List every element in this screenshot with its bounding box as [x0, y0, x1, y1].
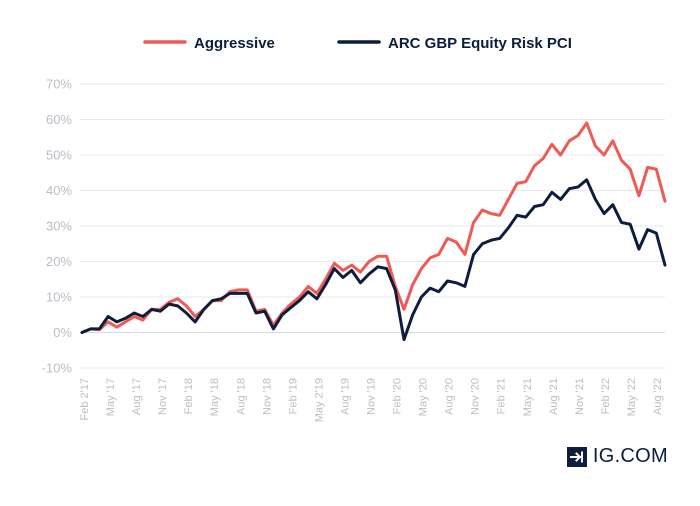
series-line-aggressive[interactable] — [80, 121, 667, 334]
series-line-arc[interactable] — [80, 178, 667, 342]
x-tick-label: Nov '20 — [470, 378, 482, 415]
x-axis: Feb 2'17 May '17 Aug '17 Nov '17 Feb '18 May … — [79, 378, 664, 422]
x-tick-label: Aug '19 — [339, 378, 351, 415]
y-tick-label: 20% — [46, 254, 72, 269]
y-tick-label: 0% — [53, 325, 72, 340]
x-tick-label: Aug '20 — [444, 378, 456, 415]
x-tick-label: Feb 2'17 — [79, 378, 91, 420]
y-tick-label: 30% — [46, 219, 72, 234]
x-tick-label: Aug '22 — [652, 378, 664, 415]
y-tick-label: 10% — [46, 290, 72, 305]
x-tick-label: Nov '18 — [261, 378, 273, 415]
series — [80, 121, 667, 342]
x-tick-label: Feb '21 — [496, 378, 508, 414]
x-tick-label: May '20 — [418, 378, 430, 416]
legend-label-arc: ARC GBP Equity Risk PCI — [388, 35, 572, 52]
y-axis: 70% 60% 50% 40% 30% 20% 10% 0% -10% — [42, 77, 73, 376]
grid — [80, 83, 665, 369]
x-tick-label: Aug '17 — [131, 378, 143, 415]
y-tick-label: 40% — [46, 183, 72, 198]
y-tick-label: 70% — [46, 77, 72, 92]
legend-item-aggressive[interactable]: Aggressive — [143, 35, 275, 52]
brand-logo[interactable]: IG.COM — [566, 445, 668, 468]
x-tick-label: Feb '22 — [600, 378, 612, 414]
x-tick-label: Nov '19 — [366, 378, 378, 415]
x-tick-label: May '18 — [209, 378, 221, 416]
legend-item-arc[interactable]: ARC GBP Equity Risk PCI — [337, 35, 572, 52]
y-tick-label: 50% — [46, 148, 72, 163]
x-tick-label: Feb '20 — [392, 378, 404, 414]
x-tick-label: May '17 — [105, 378, 117, 416]
brand-name: IG.COM — [592, 445, 668, 467]
x-tick-label: Aug '18 — [235, 378, 247, 415]
x-tick-label: May 2'19 — [313, 378, 325, 422]
x-tick-label: Feb '19 — [287, 378, 299, 414]
legend-label-aggressive: Aggressive — [194, 35, 275, 52]
y-tick-label: 60% — [46, 112, 72, 127]
x-tick-label: Aug '21 — [548, 378, 560, 415]
arrow-in-box-icon — [566, 446, 587, 467]
x-tick-label: May '22 — [626, 378, 638, 416]
x-tick-label: Feb '18 — [183, 378, 195, 414]
y-tick-label: -10% — [42, 361, 73, 376]
legend: Aggressive ARC GBP Equity Risk PCI — [143, 35, 572, 52]
x-tick-label: Nov '17 — [157, 378, 169, 415]
x-tick-label: May '21 — [522, 378, 534, 416]
x-tick-label: Nov '21 — [574, 378, 586, 415]
